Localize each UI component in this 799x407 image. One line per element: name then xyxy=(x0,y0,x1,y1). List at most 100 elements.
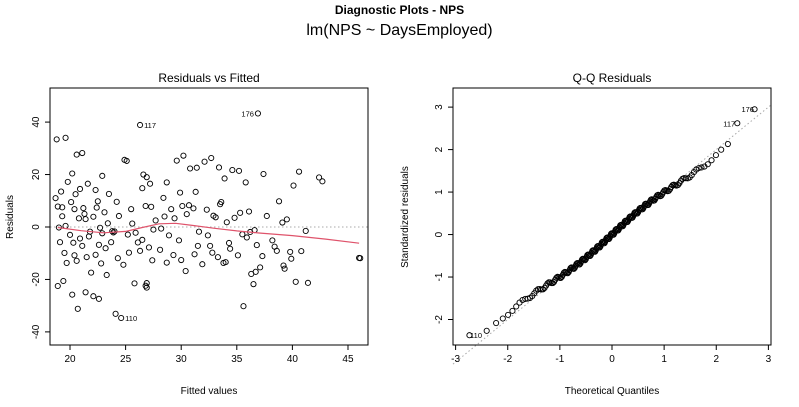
data-point xyxy=(170,251,177,259)
data-point xyxy=(96,224,104,231)
data-point xyxy=(212,214,219,221)
data-point xyxy=(128,206,135,213)
y-tick-label: -20 xyxy=(31,272,42,287)
data-point xyxy=(158,225,165,232)
data-point xyxy=(112,310,119,317)
data-point xyxy=(105,190,112,197)
data-point xyxy=(83,254,90,261)
x-tick-label: 35 xyxy=(231,354,243,365)
data-point xyxy=(71,206,78,213)
data-point xyxy=(150,226,157,233)
data-point xyxy=(240,303,247,310)
data-point xyxy=(483,327,490,334)
data-point xyxy=(171,215,178,222)
data-point xyxy=(118,314,125,322)
data-point xyxy=(222,259,229,266)
y-tick-label: 0 xyxy=(31,224,42,230)
data-point xyxy=(148,203,155,210)
data-point xyxy=(243,234,250,241)
data-point xyxy=(587,252,594,260)
data-point xyxy=(101,209,108,216)
data-point xyxy=(95,241,102,248)
y-tick-label: 3 xyxy=(434,104,445,110)
data-point xyxy=(73,257,80,264)
data-point xyxy=(137,121,144,129)
data-point xyxy=(168,206,175,213)
data-point xyxy=(273,247,280,254)
data-point xyxy=(56,239,64,246)
data-point xyxy=(79,149,86,157)
point-label: 110 xyxy=(125,314,137,323)
y-tick-label: 1 xyxy=(434,189,445,195)
data-point xyxy=(139,236,146,243)
data-point xyxy=(227,245,234,252)
data-point xyxy=(712,152,719,159)
y-tick-label: 40 xyxy=(31,116,42,128)
data-point xyxy=(114,255,121,262)
data-point xyxy=(288,255,295,262)
data-point xyxy=(180,152,187,159)
data-point xyxy=(209,249,216,256)
data-point xyxy=(695,165,702,172)
data-point xyxy=(98,260,105,267)
data-point xyxy=(269,237,276,244)
point-label: 117 xyxy=(144,121,156,130)
panel-1-title: Residuals vs Fitted xyxy=(158,71,259,85)
data-point xyxy=(187,165,194,172)
data-point xyxy=(163,179,170,186)
data-point xyxy=(92,251,99,258)
data-point xyxy=(237,209,244,216)
data-point xyxy=(252,268,259,275)
data-point xyxy=(79,242,86,249)
data-point xyxy=(734,120,741,127)
x-tick-label: 40 xyxy=(287,354,299,365)
data-point xyxy=(54,203,61,210)
data-point xyxy=(183,211,190,218)
data-point xyxy=(68,199,75,206)
data-point xyxy=(223,219,230,226)
data-point xyxy=(137,247,144,254)
data-point xyxy=(88,269,95,276)
data-point xyxy=(235,167,243,174)
data-point xyxy=(63,259,70,266)
data-point xyxy=(254,110,261,117)
data-point xyxy=(292,278,299,285)
data-point xyxy=(651,197,658,204)
data-point xyxy=(70,239,77,246)
point-label: 117 xyxy=(723,119,735,128)
data-point xyxy=(125,249,132,256)
data-point xyxy=(682,175,689,182)
data-point xyxy=(145,244,153,251)
x-tick-label: 20 xyxy=(64,354,76,365)
data-point xyxy=(90,213,97,220)
x-tick-label: -3 xyxy=(451,354,460,365)
data-point xyxy=(81,210,88,217)
data-point xyxy=(557,274,564,281)
data-point xyxy=(64,178,71,185)
x-tick-label: 45 xyxy=(342,354,354,365)
data-point xyxy=(242,179,249,186)
panel-1-xlabel: Fitted values xyxy=(181,386,238,397)
data-point xyxy=(53,136,60,143)
data-point xyxy=(724,140,731,148)
data-point xyxy=(102,245,109,252)
data-point xyxy=(103,271,110,279)
data-point xyxy=(52,195,59,202)
data-point xyxy=(129,220,136,227)
y-tick-label: 2 xyxy=(434,146,445,152)
data-point xyxy=(66,231,74,238)
data-point xyxy=(513,303,520,310)
data-point xyxy=(564,270,571,277)
data-point xyxy=(509,307,516,314)
data-point xyxy=(751,106,758,113)
data-point xyxy=(582,257,589,264)
data-point xyxy=(85,233,92,240)
panel-2-xlabel: Theoretical Quantiles xyxy=(565,386,660,397)
data-point xyxy=(76,185,84,193)
data-point xyxy=(231,214,238,221)
data-point xyxy=(179,202,186,210)
x-tick-label: 3 xyxy=(766,354,772,365)
data-point xyxy=(62,134,69,141)
data-point xyxy=(287,248,294,255)
panel-2-title: Q-Q Residuals xyxy=(573,71,652,85)
